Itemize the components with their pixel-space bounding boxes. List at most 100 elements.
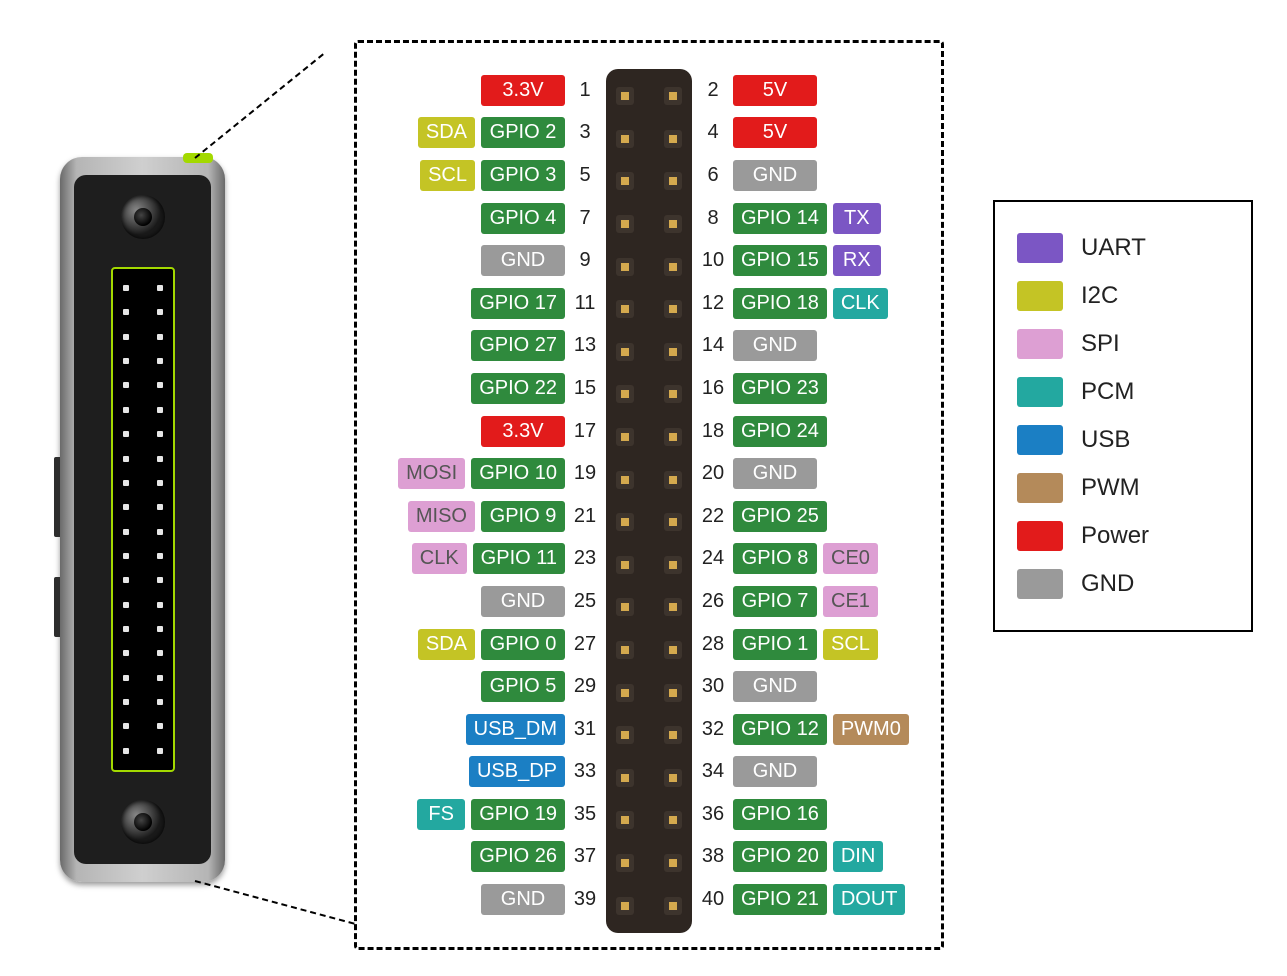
pin-primary-tag: GND xyxy=(733,458,817,489)
device-pin-row xyxy=(123,309,163,315)
pin-left-side: GPIO 47 xyxy=(481,203,599,234)
pin-number: 23 xyxy=(571,547,599,570)
pin-right-side: 28GPIO 1SCL xyxy=(699,629,878,660)
pin-right-side: 18GPIO 24 xyxy=(699,416,827,447)
pin-alt-tag: CLK xyxy=(833,288,888,319)
pin-primary-tag: GPIO 24 xyxy=(733,416,827,447)
legend-row: Power xyxy=(1017,512,1229,560)
pin-number: 16 xyxy=(699,377,727,400)
device-pin-dot xyxy=(157,577,163,583)
pin-alt-tag: SDA xyxy=(418,629,475,660)
pin-right-side: 38GPIO 20DIN xyxy=(699,841,883,872)
pin-row: GND2526GPIO 7CE1 xyxy=(357,580,941,623)
device-pin-dot xyxy=(157,285,163,291)
device-pin-dot xyxy=(123,650,129,656)
pin-left-side: 3.3V17 xyxy=(481,416,599,447)
device-pin-dot xyxy=(123,407,129,413)
pin-row: GPIO 171112GPIO 18CLK xyxy=(357,282,941,325)
legend-row: GND xyxy=(1017,560,1229,608)
pin-left-side: 3.3V1 xyxy=(481,75,599,106)
pin-right-side: 32GPIO 12PWM0 xyxy=(699,714,909,745)
device-pin-dot xyxy=(123,456,129,462)
pin-number: 28 xyxy=(699,633,727,656)
pin-number: 25 xyxy=(571,590,599,613)
pin-number: 12 xyxy=(699,292,727,315)
pin-primary-tag: GPIO 3 xyxy=(481,160,565,191)
legend-row: I2C xyxy=(1017,272,1229,320)
pin-row: GPIO 271314GND xyxy=(357,325,941,368)
pin-primary-tag: GND xyxy=(733,330,817,361)
pin-left-side: SCLGPIO 35 xyxy=(420,160,599,191)
pin-row: GPIO 221516GPIO 23 xyxy=(357,367,941,410)
pin-primary-tag: GND xyxy=(481,245,565,276)
pin-right-side: 45V xyxy=(699,117,817,148)
device-pin-dot xyxy=(157,407,163,413)
pin-row: MOSIGPIO 1019 20 GND xyxy=(357,452,941,495)
pin-alt-tag: DIN xyxy=(833,841,883,872)
pin-row: FSGPIO 193536GPIO 16 xyxy=(357,793,941,836)
device-pin-dot xyxy=(123,480,129,486)
pin-row: GND39 40 GPIO 21DOUT xyxy=(357,878,941,921)
pin-number: 17 xyxy=(571,420,599,443)
device-side-notch xyxy=(54,577,60,637)
pin-number: 13 xyxy=(571,334,599,357)
device-pin-row xyxy=(123,407,163,413)
device-pin-row xyxy=(123,626,163,632)
pin-right-side: 22GPIO 25 xyxy=(699,501,827,532)
pin-row: MISOGPIO 92122GPIO 25 xyxy=(357,495,941,538)
device-pin-dot xyxy=(157,480,163,486)
pin-number: 5 xyxy=(571,164,599,187)
pin-primary-tag: GPIO 17 xyxy=(471,288,565,319)
callout-line xyxy=(194,53,323,158)
pin-primary-tag: 3.3V xyxy=(481,75,565,106)
pin-row: 3.3V17 18GPIO 24 xyxy=(357,410,941,453)
device-pin-dot xyxy=(157,748,163,754)
device-pin-row xyxy=(123,504,163,510)
pin-number: 22 xyxy=(699,505,727,528)
pin-right-side: 20 GND xyxy=(699,458,817,489)
pin-row: SCLGPIO 356GND xyxy=(357,154,941,197)
device-pin-dot xyxy=(123,358,129,364)
legend-label: GND xyxy=(1081,570,1134,598)
pin-number: 9 xyxy=(571,249,599,272)
device-pin-row xyxy=(123,529,163,535)
pin-primary-tag: GPIO 2 xyxy=(481,117,565,148)
legend-label: SPI xyxy=(1081,330,1120,358)
device-pin-row xyxy=(123,358,163,364)
legend-swatch xyxy=(1017,233,1063,263)
pin-primary-tag: GPIO 7 xyxy=(733,586,817,617)
legend-label: PCM xyxy=(1081,378,1134,406)
pin-right-side: 10GPIO 15RX xyxy=(699,245,881,276)
device-pin-header xyxy=(111,267,175,772)
pin-alt-tag: CE1 xyxy=(823,586,878,617)
device-side-notch xyxy=(54,457,60,537)
device-pin-row xyxy=(123,285,163,291)
device-pin-row xyxy=(123,382,163,388)
legend-swatch xyxy=(1017,377,1063,407)
legend-row: PCM xyxy=(1017,368,1229,416)
pin-alt-tag: DOUT xyxy=(833,884,906,915)
pin-primary-tag: GND xyxy=(733,671,817,702)
pin-left-side: GPIO 2215 xyxy=(471,373,599,404)
pin-left-side: GND39 xyxy=(481,884,599,915)
pin-number: 20 xyxy=(699,462,727,485)
device-pin-dot xyxy=(157,431,163,437)
pin-left-side: SDAGPIO 23 xyxy=(418,117,599,148)
device-pin-dot xyxy=(123,382,129,388)
pin-alt-tag: TX xyxy=(833,203,881,234)
pin-primary-tag: GPIO 9 xyxy=(481,501,565,532)
pin-number: 2 xyxy=(699,79,727,102)
pin-number: 15 xyxy=(571,377,599,400)
pin-number: 21 xyxy=(571,505,599,528)
pin-left-side: MOSIGPIO 1019 xyxy=(398,458,599,489)
pin-primary-tag: GPIO 15 xyxy=(733,245,827,276)
legend-swatch xyxy=(1017,521,1063,551)
pin-primary-tag: GPIO 21 xyxy=(733,884,827,915)
pin-number: 40 xyxy=(699,888,727,911)
device-pin-dot xyxy=(123,309,129,315)
pin-row: SDAGPIO 02728GPIO 1SCL xyxy=(357,623,941,666)
pin-primary-tag: GPIO 18 xyxy=(733,288,827,319)
pin-number: 39 xyxy=(571,888,599,911)
device-pin-row xyxy=(123,699,163,705)
pin-alt-tag: CE0 xyxy=(823,543,878,574)
